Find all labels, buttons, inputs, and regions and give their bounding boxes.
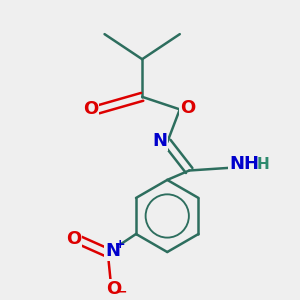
Text: O: O bbox=[83, 100, 98, 118]
Text: O: O bbox=[180, 99, 195, 117]
Text: N: N bbox=[152, 132, 167, 150]
Text: N: N bbox=[105, 242, 120, 260]
Text: +: + bbox=[114, 238, 125, 251]
Text: H: H bbox=[256, 157, 269, 172]
Text: −: − bbox=[117, 286, 127, 298]
Text: NH: NH bbox=[229, 155, 259, 173]
Text: O: O bbox=[66, 230, 81, 248]
Text: O: O bbox=[106, 280, 122, 298]
